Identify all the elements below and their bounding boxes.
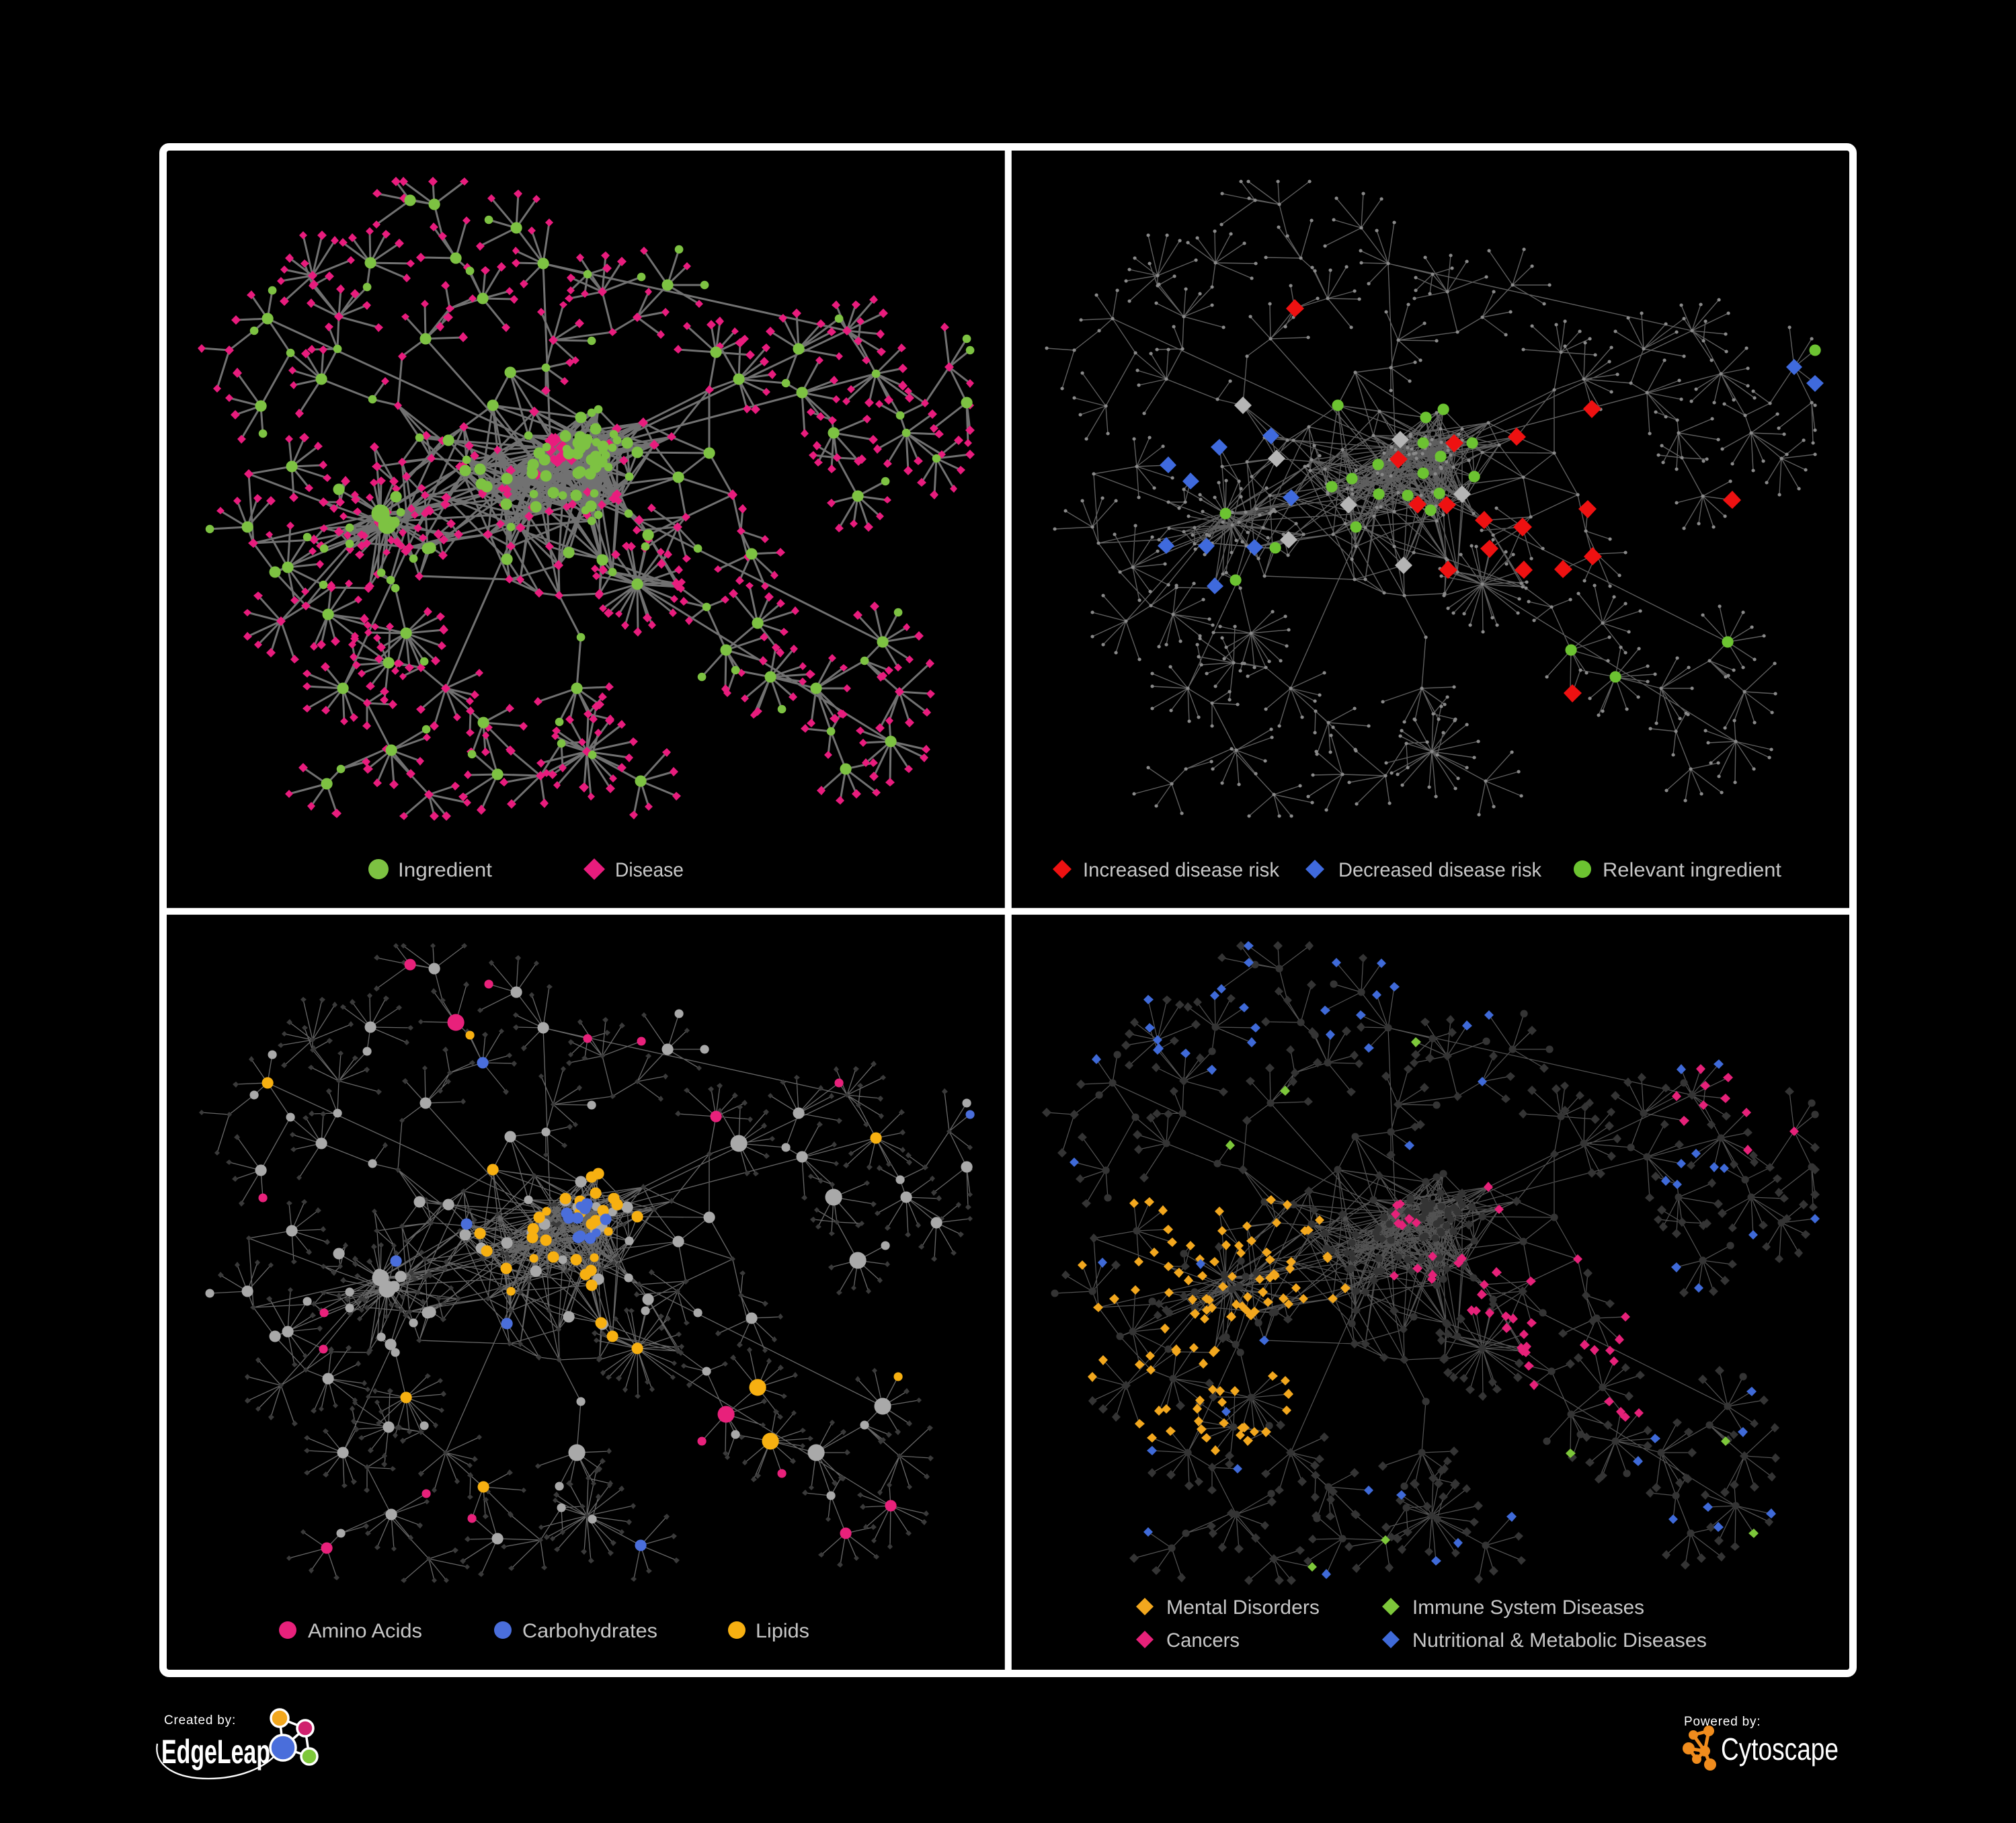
svg-text:Amino Acids: Amino Acids [308, 1620, 422, 1642]
svg-text:Relevant ingredient: Relevant ingredient [1603, 859, 1782, 881]
svg-text:Cytoscape: Cytoscape [1721, 1732, 1839, 1767]
svg-text:Increased disease risk: Increased disease risk [1083, 859, 1280, 881]
svg-text:Immune System Diseases: Immune System Diseases [1412, 1596, 1644, 1619]
svg-text:Powered by:: Powered by: [1684, 1715, 1761, 1729]
svg-text:EdgeLeap: EdgeLeap [161, 1733, 270, 1771]
svg-text:Decreased disease risk: Decreased disease risk [1338, 859, 1542, 881]
svg-text:Created by:: Created by: [164, 1713, 236, 1728]
svg-text:Lipids: Lipids [756, 1620, 809, 1642]
svg-text:Mental Disorders: Mental Disorders [1166, 1596, 1320, 1619]
svg-text:Carbohydrates: Carbohydrates [522, 1620, 657, 1642]
svg-text:Disease: Disease [615, 859, 684, 881]
svg-text:Cancers: Cancers [1166, 1629, 1240, 1652]
svg-text:Nutritional & Metabolic Diseas: Nutritional & Metabolic Diseases [1412, 1629, 1707, 1652]
svg-text:Ingredient: Ingredient [398, 859, 493, 881]
